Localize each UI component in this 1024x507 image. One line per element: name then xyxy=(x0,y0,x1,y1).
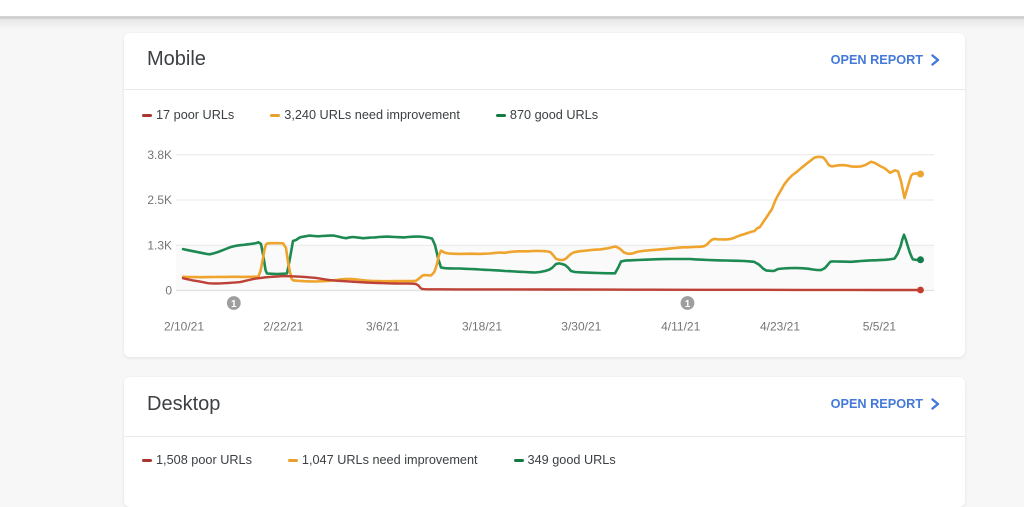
svg-text:1: 1 xyxy=(231,299,237,310)
svg-text:3/18/21: 3/18/21 xyxy=(462,320,502,334)
svg-text:3/6/21: 3/6/21 xyxy=(366,320,400,334)
svg-text:2.5K: 2.5K xyxy=(147,193,172,207)
svg-text:3.8K: 3.8K xyxy=(147,148,172,162)
svg-text:1: 1 xyxy=(685,299,691,310)
svg-text:0: 0 xyxy=(165,284,172,298)
svg-text:3/30/21: 3/30/21 xyxy=(561,320,601,334)
svg-text:2/10/21: 2/10/21 xyxy=(164,320,204,334)
svg-text:4/11/21: 4/11/21 xyxy=(661,320,700,334)
svg-text:1.3K: 1.3K xyxy=(147,239,172,253)
svg-text:4/23/21: 4/23/21 xyxy=(760,320,800,334)
svg-text:5/5/21: 5/5/21 xyxy=(863,320,897,334)
svg-text:2/22/21: 2/22/21 xyxy=(263,320,303,334)
